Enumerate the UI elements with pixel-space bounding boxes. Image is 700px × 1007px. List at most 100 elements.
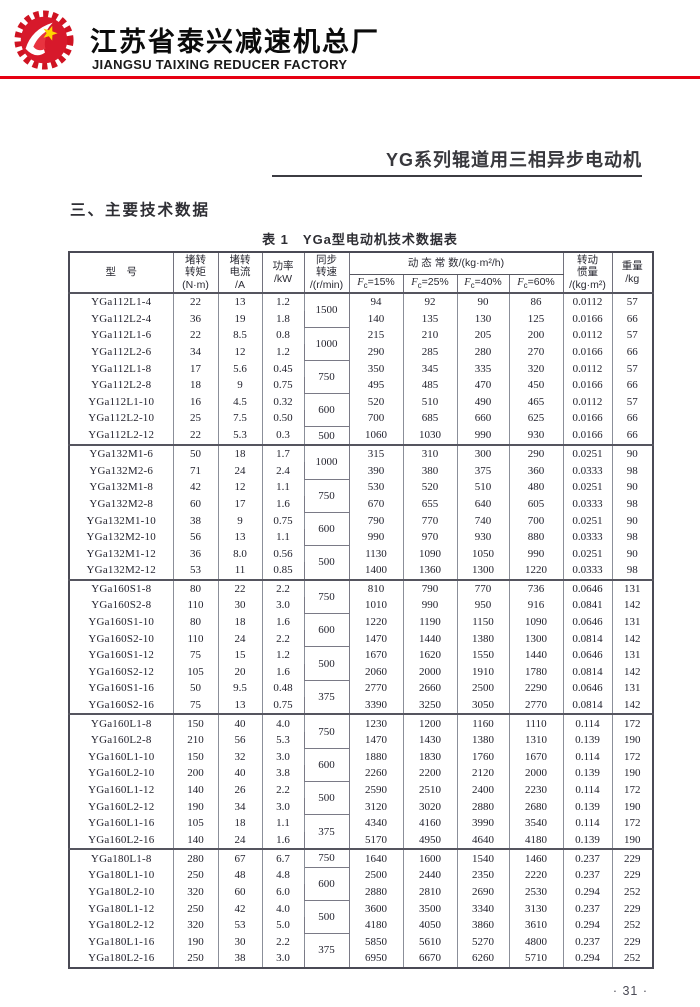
table-row: YGa132M1-8 42 12 1.1 750 530 520 510 480 0.0251 90 — [68, 478, 654, 513]
table-row: YGa160L1-12 140 26 2.2 500 2590 2510 2400 2230 0.… — [68, 781, 654, 816]
cell-value: 1.1 — [261, 479, 305, 496]
cell-speed: 600 — [303, 748, 350, 783]
table-row: YGa180L2-12 320 53 5.0 4180 4050 3860 3610 0.294… — [68, 916, 654, 934]
table-row: YGa160S1-12 75 15 1.2 500 1670 1620 1550 1440 0.0… — [68, 646, 654, 681]
cell-model: YGa160L2-10 — [68, 765, 174, 782]
cell-value: 0.0166 — [562, 343, 613, 361]
cell-value: 36 — [172, 310, 219, 328]
cell-value: 2000 — [402, 663, 458, 681]
cell-value: 60 — [172, 495, 219, 513]
cell-value: 660 — [456, 410, 510, 427]
cell-value: 5.6 — [217, 360, 263, 377]
cell-value: 18 — [217, 613, 263, 631]
cell-value: 1430 — [402, 731, 458, 749]
cell-value: 66 — [611, 310, 654, 328]
table-row: YGa112L2-4 36 19 1.8 140 135 130 125 0.0166 66 — [68, 310, 654, 328]
cell-value: 0.0251 — [562, 545, 613, 562]
table-row: YGa112L2-12 22 5.3 0.3 500 1060 1030 990 930 0.01… — [68, 426, 654, 446]
cell-value: 90 — [456, 292, 510, 311]
cell-value: 2500 — [348, 867, 404, 884]
cell-value: 105 — [172, 814, 219, 832]
cell-value: 1880 — [348, 748, 404, 766]
cell-value: 2.2 — [261, 781, 305, 799]
cell-value: 520 — [348, 393, 404, 411]
cell-speed: 375 — [303, 933, 350, 969]
cell-value: 1780 — [508, 663, 564, 681]
cell-value: 685 — [402, 410, 458, 427]
cell-value: 0.294 — [562, 916, 613, 934]
cell-value: 2690 — [456, 883, 510, 901]
cell-value: 131 — [611, 578, 654, 598]
cell-value: 66 — [611, 410, 654, 427]
cell-value: 1470 — [348, 731, 404, 749]
cell-value: 2.2 — [261, 933, 305, 951]
cell-value: 790 — [402, 578, 458, 598]
cell-speed: 500 — [303, 781, 350, 816]
cell-value: 210 — [172, 731, 219, 749]
cell-model: YGa112L2-12 — [68, 426, 174, 445]
cell-value: 2590 — [348, 781, 404, 799]
cell-value: 0.45 — [261, 360, 305, 377]
cell-model: YGa160L1-16 — [68, 814, 174, 832]
cell-value: 12 — [217, 343, 263, 361]
cell-value: 6.7 — [261, 848, 305, 868]
cell-value: 86 — [508, 292, 564, 311]
cell-value: 229 — [611, 900, 654, 917]
cell-value: 740 — [456, 512, 510, 529]
col-header-dynamic: 动 态 常 数/(kg·m²/h) — [348, 251, 564, 275]
cell-value: 470 — [456, 376, 510, 394]
cell-value: 1130 — [348, 545, 404, 562]
cell-value: 24 — [217, 831, 263, 850]
cell-value: 40 — [217, 765, 263, 782]
table-row: YGa112L1-4 22 13 1.2 1500 94 92 90 86 0.0112 57 — [68, 291, 654, 328]
cell-speed: 600 — [303, 511, 350, 546]
cell-value: 0.114 — [562, 713, 613, 732]
cell-value: 916 — [508, 597, 564, 614]
cell-value: 1300 — [456, 562, 510, 580]
cell-value: 135 — [402, 310, 458, 328]
cell-value: 1090 — [402, 545, 458, 562]
cell-value: 229 — [611, 848, 654, 868]
cell-value: 380 — [402, 462, 458, 480]
cell-model: YGa132M1-12 — [68, 545, 174, 562]
cell-value: 172 — [611, 748, 654, 766]
cell-value: 0.0112 — [562, 292, 613, 311]
col-header-speed: 同步 转速/(r/min) — [303, 251, 350, 294]
cell-value: 1190 — [402, 613, 458, 631]
cell-value: 1440 — [402, 630, 458, 647]
cell-value: 17 — [172, 360, 219, 377]
cell-value: 229 — [611, 933, 654, 951]
cell-value: 110 — [172, 630, 219, 647]
cell-value: 790 — [348, 512, 404, 529]
cell-value: 252 — [611, 950, 654, 968]
cell-value: 4.0 — [261, 713, 305, 732]
cell-value: 0.139 — [562, 831, 613, 850]
cell-value: 375 — [456, 462, 510, 480]
cell-value: 0.0333 — [562, 495, 613, 513]
page-title: YG系列辊道用三相异步电动机 — [385, 150, 642, 170]
table-row: YGa180L1-16 190 30 2.2 375 5850 5610 5270 4800 0.… — [68, 933, 654, 969]
cell-model: YGa160S2-16 — [68, 696, 174, 715]
cell-value: 2770 — [508, 696, 564, 715]
table-row: YGa160L1-16 105 18 1.1 375 4340 4160 3990 3540 0.… — [68, 814, 654, 850]
cell-value: 250 — [172, 900, 219, 917]
cell-value: 1050 — [456, 545, 510, 562]
col-subheader-fc-1: Fc=25% — [402, 274, 458, 294]
cell-value: 3.0 — [261, 950, 305, 968]
table-wrapper: 型 号堵转 转矩 (N·m) 堵转 电流/A 功率/kW 同步 转速/(r/min) 动 态 常… — [68, 251, 654, 969]
cell-value: 0.0166 — [562, 376, 613, 394]
cell-value: 25 — [172, 410, 219, 427]
cell-value: 1470 — [348, 630, 404, 647]
cell-value: 450 — [508, 376, 564, 394]
cell-model: YGa132M2-8 — [68, 495, 174, 513]
cell-value: 530 — [348, 479, 404, 496]
cell-value: 3130 — [508, 900, 564, 917]
cell-value: 94 — [348, 292, 404, 311]
cell-value: 5610 — [402, 933, 458, 951]
cell-speed: 375 — [303, 814, 350, 850]
header-red-rule — [0, 76, 700, 79]
cell-value: 34 — [172, 343, 219, 361]
cell-value: 2880 — [348, 883, 404, 901]
cell-value: 0.32 — [261, 393, 305, 411]
company-name-en: JIANGSU TAIXING REDUCER FACTORY — [92, 57, 348, 72]
